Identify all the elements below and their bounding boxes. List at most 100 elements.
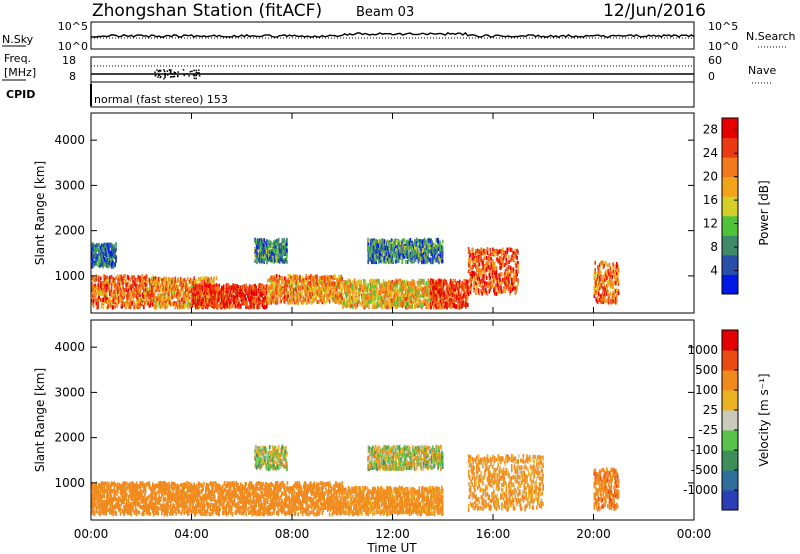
power-echo-cell — [407, 252, 410, 257]
power-echo-cell — [217, 297, 220, 302]
power-echo-cell — [264, 295, 266, 300]
power-echo-cell — [407, 280, 410, 285]
power-echo-cell — [452, 303, 455, 308]
power-echo-cell — [481, 259, 483, 264]
power-echo-cell — [431, 291, 433, 296]
power-echo-cell — [122, 301, 125, 306]
power-echo-cell — [480, 288, 483, 293]
power-echo-cell — [264, 292, 266, 297]
power-echo-cell — [414, 298, 417, 303]
power-echo-cell — [149, 303, 151, 308]
power-echo-cell — [397, 302, 400, 307]
power-echo-cell — [449, 280, 452, 285]
power-echo-cell — [125, 284, 127, 289]
power-echo-cell — [314, 275, 317, 280]
power-echo-cell — [103, 282, 106, 287]
power-echo-cell — [363, 279, 366, 284]
power-echo-cell — [466, 292, 468, 297]
freq-tick-bottom: 8 — [69, 70, 76, 83]
power-echo-cell — [213, 296, 215, 301]
power-echo-cell — [379, 295, 382, 300]
power-echo-cell — [230, 305, 232, 310]
power-echo-cell — [358, 287, 361, 292]
power-echo-cell — [449, 290, 451, 295]
power-echo-cell — [491, 264, 493, 269]
power-echo-cell — [476, 273, 479, 278]
power-echo-cell — [103, 274, 106, 279]
power-echo-cell — [319, 291, 322, 296]
power-echo-cell — [180, 285, 183, 290]
power-echo-cell — [486, 283, 489, 288]
power-echo-cell — [384, 285, 387, 290]
power-echo-cell — [368, 255, 370, 260]
nave-dip-dot — [169, 72, 172, 74]
power-echo-cell — [391, 299, 394, 304]
power-echo-cell — [386, 283, 388, 288]
power-echo-cell — [396, 279, 398, 284]
power-echo-cell — [112, 281, 115, 286]
power-echo-cell — [265, 290, 267, 295]
power-echo-cell — [350, 299, 352, 304]
power-echo-cell — [390, 253, 393, 258]
power-echo-cell — [246, 302, 248, 307]
power-echo-cell — [407, 255, 410, 260]
power-echo-cell — [510, 248, 513, 253]
power-echo-cell — [436, 293, 439, 298]
power-echo-cell — [171, 290, 174, 295]
power-echo-cell — [403, 300, 405, 305]
power-echo-cell — [351, 300, 353, 305]
power-echo-cell — [404, 300, 406, 305]
power-echo-cell — [291, 290, 293, 295]
power-echo-cell — [458, 305, 461, 310]
power-echo-cell — [209, 289, 212, 294]
power-echo-cell — [259, 299, 262, 304]
power-echo-cell — [204, 283, 206, 288]
power-echo-cell — [194, 281, 196, 286]
power-echo-cell — [134, 277, 137, 282]
power-echo-cell — [204, 277, 206, 282]
power-echo-cell — [367, 260, 369, 265]
power-echo-cell — [275, 294, 278, 299]
power-echo-cell — [476, 264, 479, 269]
power-echo-cell — [263, 285, 265, 290]
power-echo-cell — [441, 298, 444, 303]
power-echo-cell — [283, 287, 286, 292]
power-echo-cell — [340, 275, 343, 280]
power-echo-cell — [169, 298, 171, 303]
power-echo-cell — [374, 250, 377, 255]
power-echo-cell — [375, 240, 378, 245]
power-echo-cell — [175, 287, 177, 292]
power-echo-cell — [513, 254, 516, 259]
power-echo-cell — [447, 294, 449, 299]
power-echo-cell — [254, 283, 256, 288]
power-echo-cell — [417, 303, 420, 308]
power-echo-cell — [358, 299, 361, 304]
power-echo-cell — [342, 300, 344, 305]
power-echo-cell — [379, 301, 382, 306]
power-echo-cell — [322, 279, 325, 284]
power-echo-cell — [353, 288, 356, 293]
power-echo-cell — [458, 297, 460, 302]
power-echo-cell — [164, 289, 167, 294]
power-echo-cell — [488, 285, 491, 290]
power-echo-cell — [396, 239, 398, 244]
power-echo-cell — [470, 275, 473, 280]
power-echo-cell — [506, 247, 509, 252]
power-echo-cell — [372, 301, 375, 306]
power-echo-cell — [431, 279, 434, 284]
nave-dip-dot — [182, 69, 185, 71]
power-echo-cell — [106, 275, 108, 280]
power-echo-cell — [120, 304, 123, 309]
power-echo-cell — [399, 252, 402, 257]
power-echo-cell — [361, 293, 363, 298]
power-echo-cell — [318, 279, 321, 284]
power-echo-cell — [136, 303, 139, 308]
power-echo-cell — [208, 278, 211, 283]
power-echo-cell — [454, 294, 457, 299]
power-echo-cell — [339, 293, 342, 298]
power-echo-cell — [245, 300, 247, 305]
power-echo-cell — [478, 255, 481, 260]
power-echo-cell — [321, 275, 324, 280]
power-echo-cell — [154, 298, 157, 303]
